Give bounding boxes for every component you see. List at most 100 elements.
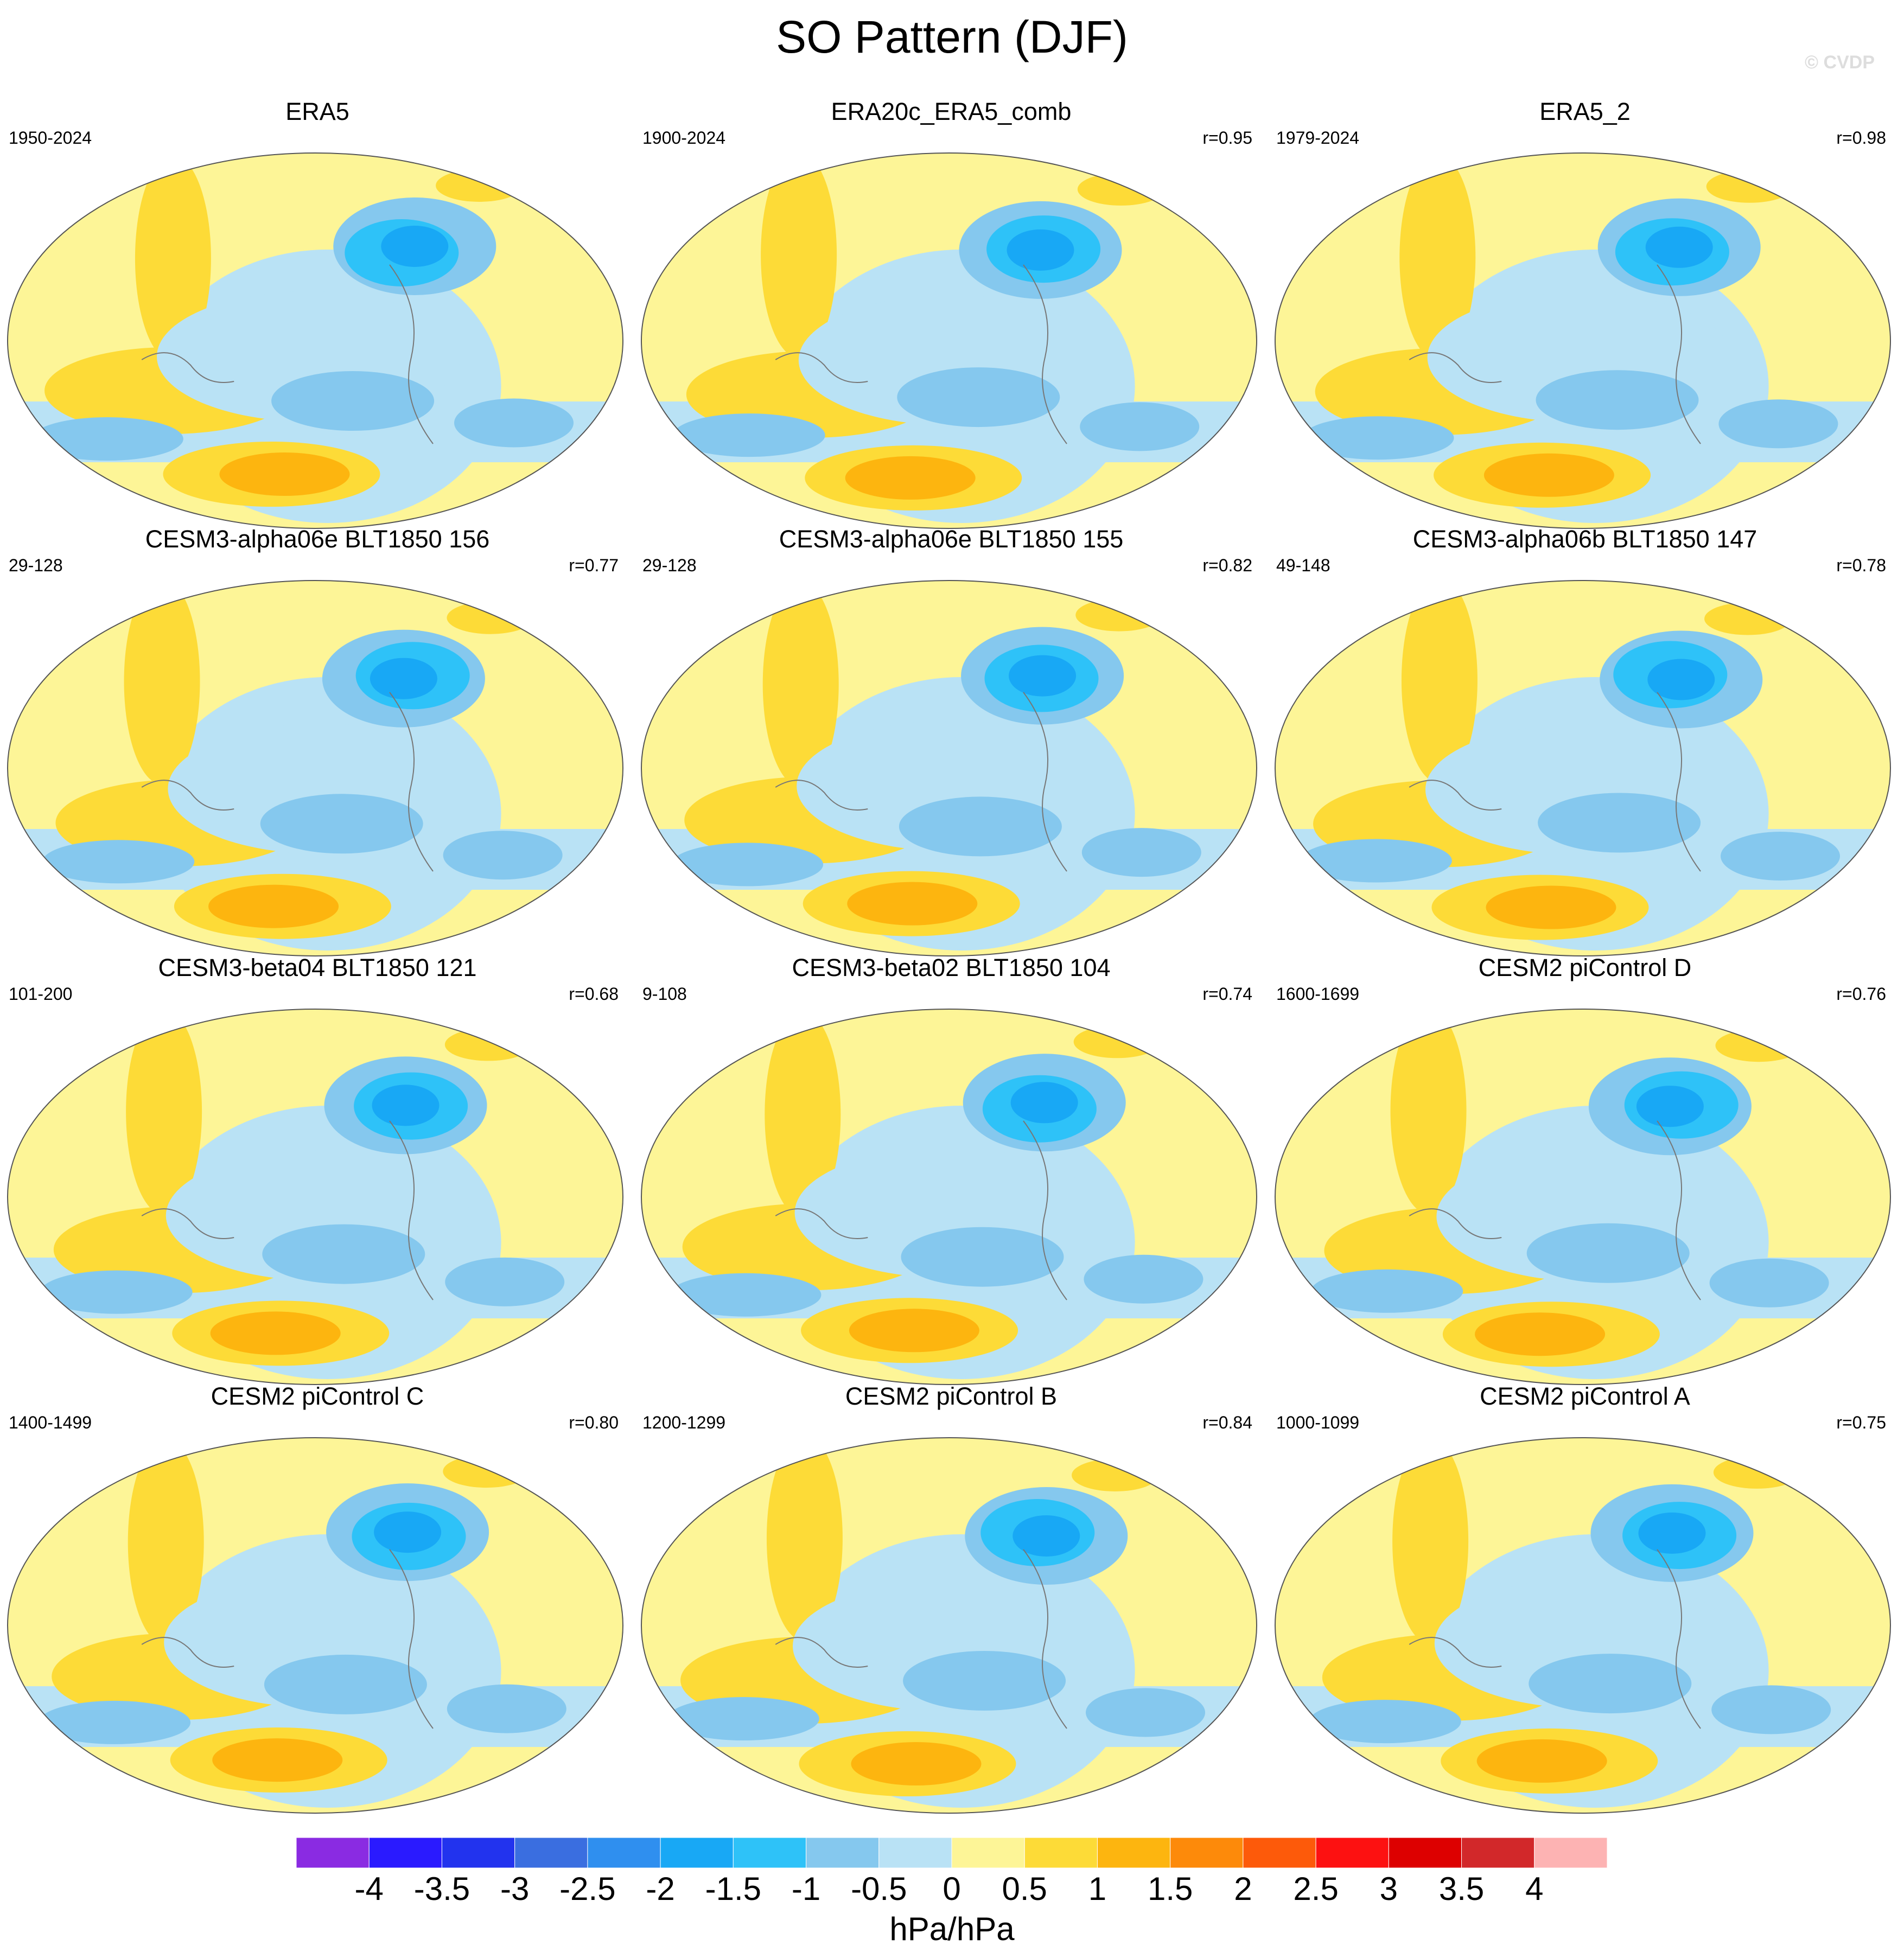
negative-anomaly-contour [42, 840, 195, 884]
positive-anomaly-contour [1475, 1312, 1606, 1356]
colorbar-tick-label: 4 [1525, 1871, 1544, 1907]
colorbar [296, 1838, 1607, 1868]
colorbar-tick-label: 0.5 [1002, 1871, 1047, 1907]
negative-anomaly-contour [1538, 793, 1701, 853]
robinson-map [1275, 580, 1891, 956]
panel-period: 1400-1499 [9, 1413, 92, 1432]
colorbar-swatch [1315, 1838, 1389, 1868]
map-panel: CESM2 piControl D 1600-1699 r=0.76 [1268, 954, 1902, 1385]
negative-anomaly-contour [1529, 1654, 1692, 1714]
coastline [141, 1208, 234, 1239]
coastline [1023, 264, 1067, 444]
positive-anomaly-contour [1706, 170, 1793, 203]
positive-anomaly-contour [212, 1738, 343, 1782]
positive-anomaly-contour [1486, 885, 1616, 929]
copyright-watermark: © CVDP [1805, 52, 1875, 73]
robinson-map [641, 1009, 1257, 1385]
negative-anomaly-contour [1645, 226, 1713, 268]
panel-title: ERA5 [285, 98, 349, 125]
negative-anomaly-contour [1302, 416, 1454, 460]
panel-pattern-correlation: r=0.68 [569, 984, 619, 1004]
colorbar-tick-label: -2.5 [559, 1871, 616, 1907]
positive-anomaly-contour [219, 452, 350, 496]
colorbar-tick-label: -3 [500, 1871, 530, 1907]
panel-pattern-correlation: r=0.80 [569, 1413, 619, 1432]
coastline [1409, 352, 1502, 383]
negative-anomaly-contour [667, 1697, 819, 1740]
map-panel: CESM2 piControl C 1400-1499 r=0.80 [0, 1382, 635, 1814]
negative-anomaly-contour [669, 1273, 822, 1317]
negative-anomaly-contour [1013, 1515, 1080, 1557]
panel-period: 1900-2024 [642, 128, 726, 148]
positive-anomaly-contour [135, 155, 211, 362]
positive-anomaly-contour [436, 169, 523, 202]
coastline [1409, 1208, 1502, 1239]
map-outline [1275, 1437, 1891, 1814]
colorbar-swatch [1388, 1838, 1462, 1868]
negative-anomaly-contour [370, 658, 437, 699]
negative-anomaly-contour [31, 417, 183, 461]
panel-pattern-correlation: r=0.82 [1202, 556, 1252, 575]
map-outline [641, 152, 1257, 529]
coastline [1409, 780, 1502, 811]
negative-anomaly-contour [1084, 1254, 1203, 1304]
map-outline [7, 1009, 623, 1385]
colorbar-tick-label: 2 [1234, 1871, 1252, 1907]
colorbar-swatch [1097, 1838, 1171, 1868]
negative-anomaly-contour [1636, 1086, 1704, 1127]
map-panel: CESM2 piControl B 1200-1299 r=0.84 [634, 1382, 1269, 1814]
colorbar-tick-label: 1 [1088, 1871, 1107, 1907]
robinson-map [1275, 1437, 1891, 1814]
colorbar-swatch [733, 1838, 807, 1868]
panel-pattern-correlation: r=0.95 [1202, 128, 1252, 148]
panel-period: 1200-1299 [642, 1413, 726, 1432]
positive-anomaly-contour [761, 153, 837, 358]
colorbar-tick-label: 2.5 [1293, 1871, 1339, 1907]
map-outline [1275, 152, 1891, 529]
map-outline [7, 152, 623, 529]
positive-anomaly-contour [766, 1438, 843, 1642]
map-panel: CESM3-beta04 BLT1850 121 101-200 r=0.68 [0, 954, 635, 1385]
panel-pattern-correlation: r=0.76 [1836, 984, 1886, 1004]
panel-period: 9-108 [642, 984, 687, 1004]
negative-anomaly-contour [1711, 1685, 1831, 1734]
robinson-map [7, 1437, 623, 1814]
coastline [1023, 692, 1067, 872]
positive-anomaly-contour [1401, 581, 1478, 783]
negative-anomaly-contour [372, 1085, 440, 1126]
colorbar-swatch [1461, 1838, 1535, 1868]
positive-anomaly-contour [1392, 1438, 1469, 1644]
map-outline [641, 1437, 1257, 1814]
panel-title: CESM2 piControl A [1480, 1382, 1690, 1410]
coastline [1657, 692, 1701, 872]
colorbar-swatch [514, 1838, 588, 1868]
panel-title: CESM3-alpha06e BLT1850 156 [145, 525, 490, 553]
coastline [141, 780, 234, 811]
coastline [1657, 1120, 1701, 1300]
negative-anomaly-contour [381, 226, 449, 267]
coastline [775, 352, 868, 383]
colorbar-swatch [368, 1838, 442, 1868]
map-panel: ERA5 1950-2024 [0, 98, 635, 529]
positive-anomaly-contour [1704, 602, 1792, 635]
negative-anomaly-contour [901, 1227, 1064, 1287]
negative-anomaly-contour [445, 1257, 565, 1306]
coastline [1023, 1549, 1067, 1729]
colorbar-swatch [1534, 1838, 1607, 1868]
colorbar-units: hPa/hPa [889, 1911, 1015, 1947]
positive-anomaly-contour [128, 1439, 204, 1646]
negative-anomaly-contour [1718, 399, 1838, 449]
colorbar-tick-label: -4 [354, 1871, 384, 1907]
colorbar-swatch [660, 1838, 734, 1868]
map-outline [1275, 1009, 1891, 1385]
panel-pattern-correlation: r=0.84 [1202, 1413, 1252, 1432]
colorbar-tick-label: 3.5 [1438, 1871, 1485, 1907]
colorbar-swatch [296, 1838, 370, 1868]
panel-title: CESM2 piControl C [211, 1382, 424, 1410]
coastline [1409, 1637, 1502, 1668]
colorbar-swatch [951, 1838, 1025, 1868]
colorbar-swatch [441, 1838, 515, 1868]
map-panel: CESM3-alpha06e BLT1850 156 29-128 r=0.77 [0, 525, 635, 956]
colorbar-swatch [587, 1838, 661, 1868]
